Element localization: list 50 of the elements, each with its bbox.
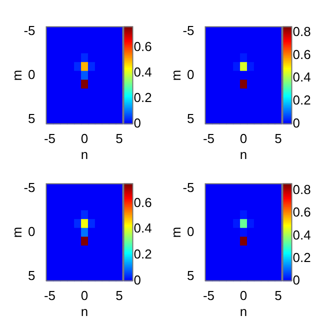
x-tick-label: -5 bbox=[44, 131, 56, 146]
color-bar-label: 0.6 bbox=[292, 204, 311, 220]
y-axis-title: m bbox=[168, 70, 184, 81]
y-tick-label: 5 bbox=[187, 110, 194, 126]
color-bar-label: 0.2 bbox=[134, 90, 152, 105]
color-bar-label: 0.4 bbox=[134, 64, 152, 80]
y-tick-label: 0 bbox=[28, 224, 36, 239]
x-tick-label: -5 bbox=[202, 131, 215, 146]
y-axis-title: m bbox=[168, 226, 184, 238]
x-axis-title: n bbox=[80, 304, 88, 319]
y-axis-title: m bbox=[9, 70, 24, 81]
y-axis-title: m bbox=[9, 226, 24, 238]
color-bar-label: 0.2 bbox=[292, 92, 311, 108]
x-axis-title: n bbox=[240, 146, 248, 162]
x-tick-label: 5 bbox=[274, 288, 282, 304]
color-bar-label: 0.2 bbox=[292, 250, 311, 265]
y-tick-label: -5 bbox=[182, 22, 194, 38]
color-bar-label: 0.4 bbox=[292, 70, 311, 85]
y-tick-label: 5 bbox=[28, 110, 36, 126]
color-bar-label: 0.4 bbox=[292, 227, 311, 242]
color-bar-label: 0.6 bbox=[134, 194, 152, 210]
x-tick-label: 5 bbox=[116, 288, 123, 304]
x-tick-label: 0 bbox=[240, 131, 248, 146]
color-bar-label: 0 bbox=[134, 115, 141, 130]
y-tick-label: 0 bbox=[28, 66, 36, 82]
x-tick-label: -5 bbox=[44, 288, 56, 304]
color-bar-label: 0 bbox=[134, 272, 141, 288]
y-tick-label: -5 bbox=[182, 180, 194, 195]
x-tick-label: 0 bbox=[240, 288, 248, 304]
y-tick-label: 5 bbox=[28, 268, 36, 283]
color-bar-label: 0.4 bbox=[134, 220, 152, 236]
x-tick-label: 5 bbox=[274, 131, 282, 146]
x-axis-title: n bbox=[80, 146, 88, 162]
y-tick-label: -5 bbox=[24, 22, 36, 38]
color-bar-label: 0.6 bbox=[292, 46, 311, 62]
color-bar-label: 0.6 bbox=[134, 38, 152, 54]
color-bar-label: 0.8 bbox=[292, 24, 311, 40]
x-tick-label: 0 bbox=[80, 131, 88, 146]
color-bar-label: 0 bbox=[292, 115, 300, 130]
color-bar-label: 0 bbox=[292, 272, 300, 288]
x-tick-label: -5 bbox=[202, 288, 215, 304]
x-tick-label: 0 bbox=[80, 288, 88, 304]
y-tick-label: 5 bbox=[187, 268, 194, 283]
y-tick-label: 0 bbox=[187, 66, 194, 82]
color-bar-label: 0.2 bbox=[134, 246, 152, 262]
y-tick-label: 0 bbox=[187, 224, 194, 239]
color-bar-label: 0.8 bbox=[292, 182, 311, 198]
y-tick-label: -5 bbox=[24, 180, 36, 195]
x-axis-title: n bbox=[240, 304, 248, 319]
x-tick-label: 5 bbox=[116, 131, 123, 146]
